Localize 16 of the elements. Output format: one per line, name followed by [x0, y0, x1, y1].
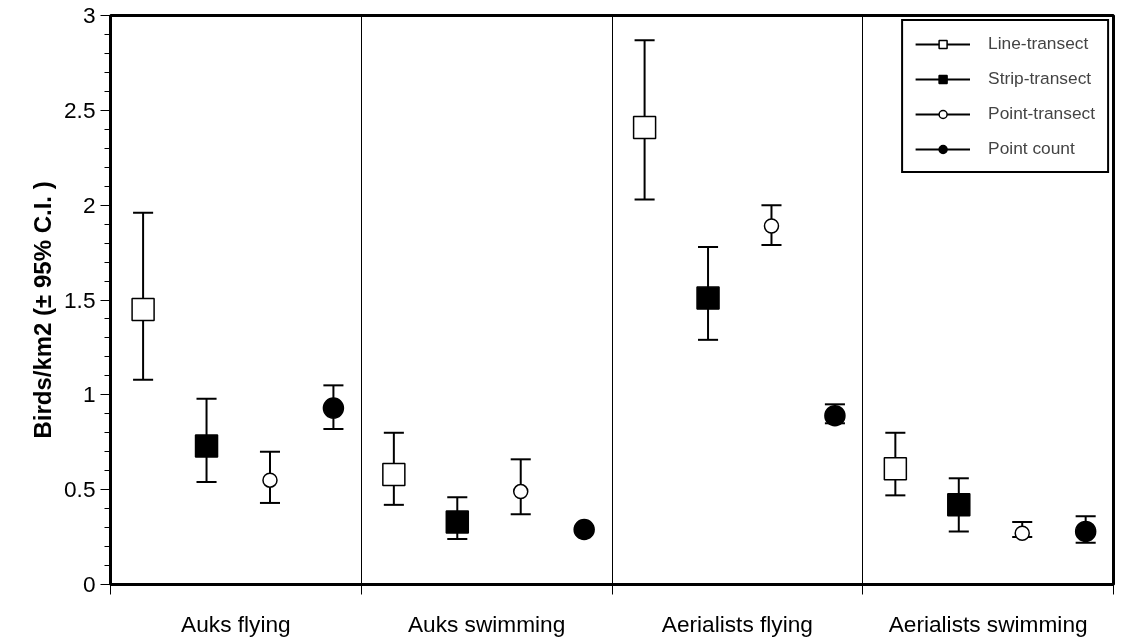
legend-label: Line-transect	[988, 33, 1089, 54]
legend-label: Point count	[988, 138, 1075, 159]
y-tick-label: 0.5	[64, 476, 96, 503]
legend-label: Point-transect	[988, 103, 1095, 124]
y-tick-label: 1	[82, 381, 96, 408]
legend-label: Strip-transect	[988, 68, 1092, 89]
y-tick-label: 2	[82, 191, 96, 218]
y-tick-label: 3	[82, 2, 96, 28]
x-tick-label: Auks flying	[181, 610, 291, 637]
y-tick-label: 2.5	[64, 96, 96, 123]
x-tick-label: Aerialists swimming	[888, 610, 1088, 637]
y-axis-title: Birds/km2 (± 95% C.I. )	[29, 181, 56, 439]
x-tick-label: Aerialists flying	[661, 610, 813, 637]
y-tick-label: 0	[82, 571, 96, 597]
x-tick-label: Auks swimming	[407, 610, 566, 637]
y-tick-label: 1.5	[64, 286, 96, 313]
